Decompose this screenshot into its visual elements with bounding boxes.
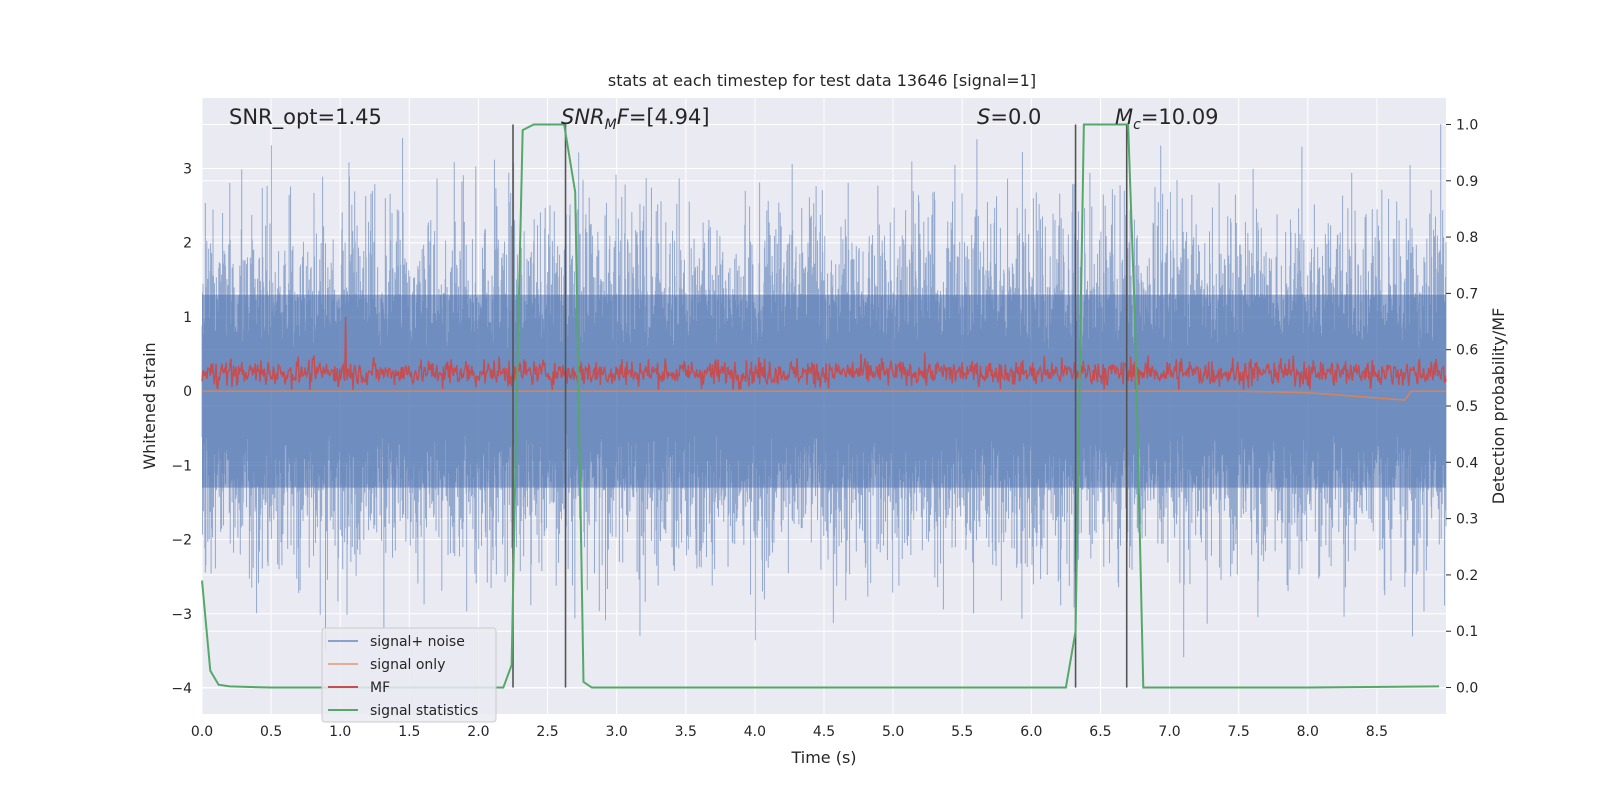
y-tick-label-right: 0.4 (1456, 455, 1478, 471)
x-tick-label: 0.0 (191, 724, 213, 740)
y-axis-right-label: Detection probability/MF (1489, 308, 1508, 505)
y-tick-label-right: 0.7 (1456, 286, 1478, 302)
chart-title: stats at each timestep for test data 136… (608, 71, 1036, 90)
legend-label-signal-noise: signal+ noise (370, 634, 465, 650)
legend: signal+ noise signal only MF signal stat… (321, 627, 497, 723)
y-tick-label-right: 0.5 (1456, 399, 1478, 415)
y-tick-label-right: 0.0 (1456, 681, 1478, 697)
legend-label-mf: MF (370, 680, 390, 696)
x-tick-label: 3.5 (675, 724, 697, 740)
x-tick-label: 1.0 (329, 724, 351, 740)
y-tick-label-left: 2 (183, 236, 192, 252)
annotation-s-value: S=0.0 (977, 105, 1041, 129)
x-axis-label: Time (s) (790, 748, 856, 767)
annotation-snr-opt: SNR_opt=1.45 (229, 105, 382, 130)
x-tick-label: 5.5 (951, 724, 973, 740)
x-tick-label: 3.0 (606, 724, 628, 740)
x-tick-label: 5.0 (882, 724, 904, 740)
x-tick-label: 2.0 (467, 724, 489, 740)
y-tick-label-left: −4 (171, 681, 192, 697)
signal-only-line (202, 390, 1446, 401)
mf-series (201, 316, 1447, 390)
y-tick-label-right: 0.9 (1456, 174, 1478, 190)
signal-only-series (202, 390, 1446, 401)
y-tick-label-right: 0.8 (1456, 230, 1478, 246)
y-tick-label-left: 0 (183, 384, 192, 400)
x-tick-label: 1.5 (398, 724, 420, 740)
y-tick-label-left: −2 (171, 533, 192, 549)
annotation-snr-mf: SNRMF=[4.94] (561, 105, 710, 133)
signal-statistics-series (201, 123, 1440, 689)
signal-statistics-line (201, 123, 1440, 689)
annotation-mc-value: Mc=10.09 (1115, 105, 1219, 133)
x-tick-label: 8.5 (1366, 724, 1388, 740)
y-tick-label-left: 3 (183, 162, 192, 178)
y-tick-label-left: −3 (171, 607, 192, 623)
x-tick-label: 6.5 (1089, 724, 1111, 740)
y-axis-right-ticks: 0.0 0.1 0.2 0.3 0.4 0.5 0.6 0.7 0.8 0.9 1.0 (1446, 117, 1478, 697)
legend-label-signal-only: signal only (370, 657, 445, 673)
x-tick-label: 4.0 (744, 724, 766, 740)
y-tick-label-left: −1 (171, 458, 192, 474)
x-axis-ticks: 0.0 0.5 1.0 1.5 2.0 2.5 3.0 3.5 4.0 4.5 5.0 5.5 6.0 6… (191, 724, 1388, 740)
y-tick-label-right: 0.2 (1456, 568, 1478, 584)
x-tick-label: 7.0 (1158, 724, 1180, 740)
y-tick-label-right: 0.6 (1456, 343, 1478, 359)
x-tick-label: 6.0 (1020, 724, 1042, 740)
x-tick-label: 4.5 (813, 724, 835, 740)
legend-box (321, 627, 497, 723)
y-tick-label-left: 1 (183, 310, 192, 326)
legend-label-signal-statistics: signal statistics (370, 703, 478, 719)
x-tick-label: 2.5 (536, 724, 558, 740)
mf-line (201, 316, 1447, 390)
y-tick-label-right: 0.1 (1456, 624, 1478, 640)
y-tick-label-right: 0.3 (1456, 512, 1478, 528)
x-tick-label: 0.5 (260, 724, 282, 740)
x-tick-label: 7.5 (1228, 724, 1250, 740)
y-axis-left-label: Whitened strain (140, 342, 159, 469)
x-tick-label: 8.0 (1297, 724, 1319, 740)
y-tick-label-right: 1.0 (1456, 117, 1478, 133)
y-axis-left-ticks: −4 −3 −2 −1 0 1 2 3 (171, 162, 192, 698)
